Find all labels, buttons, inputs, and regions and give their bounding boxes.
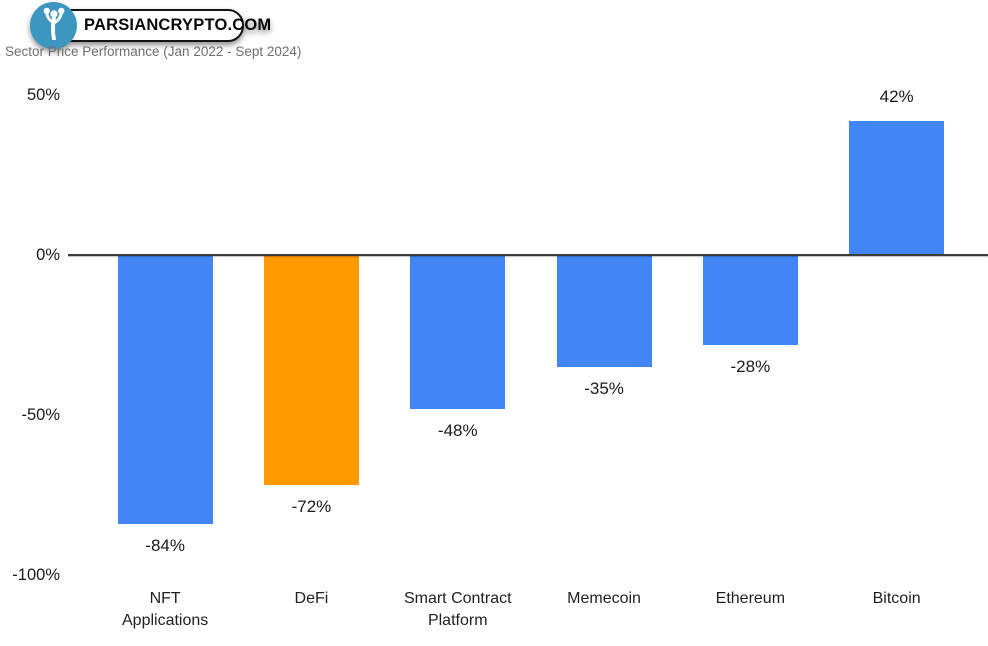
y-axis-tick-label: -50% [21,406,60,424]
value-label-ethereum: -28% [730,356,771,376]
bar-memecoin [556,255,652,367]
value-label-defi: -72% [291,497,332,517]
bar-smart-contract-platform [410,255,506,409]
value-label-nft-applications: -84% [145,535,185,555]
bar-ethereum [702,255,798,345]
x-axis-label-nft-applications: NFT Applications [122,590,209,629]
x-axis-label-ethereum: Ethereum [715,590,786,607]
logo-text: PARSIANCRYPTO.COM [84,16,272,34]
chart-title: Sector Price Performance (Jan 2022 - Sep… [5,44,302,59]
value-label-memecoin: -35% [584,379,624,398]
logo-circle [30,2,77,49]
bar-defi [263,255,359,486]
tree-icon [39,6,69,45]
parsiancrypto-logo: PARSIANCRYPTO.COM [0,0,271,54]
value-label-bitcoin: 42% [879,86,914,106]
bar-nft-applications [117,255,213,524]
logo-pill: PARSIANCRYPTO.COM [52,9,271,42]
y-axis-tick-label: -100% [12,566,60,584]
x-axis-zero-line [68,254,988,256]
x-axis-label-bitcoin: Bitcoin [872,590,921,607]
value-label-smart-contract-platform: -48% [437,420,478,440]
bar-bitcoin [849,120,945,255]
x-axis-label-memecoin: Memecoin [567,590,641,607]
x-axis-label-smart-contract-platform: Smart Contract Platform [403,590,512,629]
x-axis-label-defi: DeFi [294,590,329,607]
y-axis-tick-label: 50% [26,86,60,104]
y-axis-tick-label: 0% [36,246,60,264]
